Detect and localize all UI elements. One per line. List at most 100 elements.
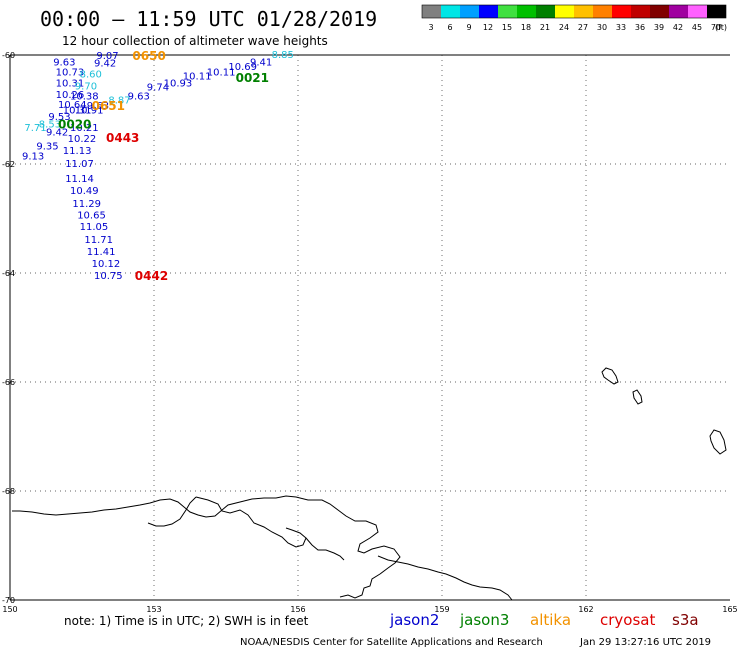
scale-swatch	[612, 5, 631, 18]
generated-timestamp: Jan 29 13:27:16 UTC 2019	[579, 637, 711, 648]
pass-time-label: 0650	[132, 49, 165, 63]
scale-swatch	[555, 5, 574, 18]
scale-swatch	[536, 5, 555, 18]
legend-jason3: jason3	[459, 611, 509, 629]
scale-value: 45	[692, 23, 702, 32]
scale-swatch	[574, 5, 593, 18]
scale-value: 18	[521, 23, 531, 32]
swh-observation: 10.31	[63, 106, 92, 117]
swh-observation: 10.22	[68, 134, 97, 145]
scale-value: 6	[447, 23, 452, 32]
lat-tick-label: -62	[2, 160, 15, 169]
antarctic-coastline	[12, 495, 401, 599]
scale-value: 27	[578, 23, 588, 32]
swh-observation: 9.63	[128, 91, 150, 102]
scale-border	[421, 4, 727, 19]
legend-jason2: jason2	[389, 611, 439, 629]
swh-observation: 10.38	[70, 91, 99, 102]
swh-observation: 9.13	[22, 151, 44, 162]
swh-observation: 10.69	[228, 62, 257, 73]
scale-value: 36	[635, 23, 645, 32]
coastline-inlet-east	[195, 496, 307, 548]
swh-observation: 9.63	[87, 101, 109, 112]
swh-observation: 10.11	[207, 67, 236, 78]
swh-observation: 8.60	[80, 70, 102, 81]
swh-observation: 9.42	[46, 127, 68, 138]
lon-tick-label: 165	[722, 605, 737, 614]
scale-value: 9	[466, 23, 471, 32]
coastline-shore-east	[305, 537, 345, 561]
swh-observation: 9.74	[147, 83, 169, 94]
swh-observation: 9.07	[96, 51, 118, 62]
map-title: 00:00 – 11:59 UTC 01/28/2019	[40, 7, 377, 31]
map-frame	[9, 54, 730, 601]
scale-swatch	[422, 5, 441, 18]
map-subtitle: 12 hour collection of altimeter wave hei…	[62, 34, 328, 48]
swh-observation: 10.93	[164, 78, 193, 89]
island-small	[632, 389, 643, 405]
swh-observation: 11.71	[84, 235, 113, 246]
swh-observation: 8.85	[272, 50, 294, 61]
swh-observation: 11.41	[87, 247, 116, 258]
lat-tick-label: -70	[2, 596, 15, 605]
pass-time-label: 0021	[236, 71, 269, 85]
scale-swatch	[631, 5, 650, 18]
swh-observation: 9.63	[53, 58, 75, 69]
pass-time-labels: 0650 0651 0021 0020 0443 0442	[58, 49, 269, 283]
swh-observation: 10.26	[56, 90, 85, 101]
scale-unit-label: (ft)	[715, 23, 727, 32]
note-text: note: 1) Time is in UTC; 2) SWH is in fe…	[64, 614, 309, 628]
scale-value: 15	[502, 23, 512, 32]
swh-observation: 9.41	[250, 58, 272, 69]
swh-observation: 11.05	[80, 222, 109, 233]
swh-observation: 10.21	[70, 123, 99, 134]
pass-time-label: 0651	[92, 99, 125, 113]
scale-swatch	[517, 5, 536, 18]
lon-tick-label: 162	[578, 605, 593, 614]
scale-value: 42	[673, 23, 683, 32]
lon-tick-label: 153	[146, 605, 161, 614]
swh-observation: 10.12	[92, 259, 121, 270]
lat-tick-label: -64	[2, 269, 15, 278]
lat-tick-label: -66	[2, 378, 15, 387]
coastline-inlet-west	[147, 496, 197, 527]
scale-swatch	[688, 5, 707, 18]
swh-observation: 9.35	[36, 141, 58, 152]
swh-observation: 10.49	[70, 186, 99, 197]
swh-observation: 10.65	[77, 211, 106, 222]
coastline-southeast	[377, 555, 513, 601]
swh-observation: 10.64	[58, 100, 87, 111]
scale-swatch	[479, 5, 498, 18]
scale-swatch	[707, 5, 726, 18]
swh-observation: 10.73	[56, 67, 85, 78]
pass-time-label: 0443	[106, 131, 139, 145]
coastline	[12, 367, 727, 601]
scale-value: 39	[654, 23, 664, 32]
swh-observation: 7.71	[24, 123, 46, 134]
island-large	[601, 367, 619, 385]
swh-observation: 8.53	[39, 120, 61, 131]
legend-altika: altika	[530, 611, 571, 629]
island-east	[709, 429, 727, 455]
legend-s3a: s3a	[672, 611, 699, 629]
swh-observations: 9.079.63 9.4210.738.6010.319.7010.2610.38…	[22, 50, 294, 282]
scale-value: 24	[559, 23, 569, 32]
swh-observation: 10.75	[94, 271, 123, 282]
scale-value: 30	[597, 23, 607, 32]
swh-observation: 9.70	[75, 82, 97, 93]
scale-swatch	[669, 5, 688, 18]
lon-tick-label: 156	[290, 605, 305, 614]
scale-value: 70	[711, 23, 721, 32]
scale-swatch	[460, 5, 479, 18]
swh-observation: 11.29	[72, 199, 101, 210]
satellite-legend: jason2 jason3 altika cryosat s3a	[389, 611, 699, 629]
scale-swatch	[650, 5, 669, 18]
pass-time-label: 0020	[58, 118, 91, 132]
scale-swatch	[593, 5, 612, 18]
swh-observation: 11.14	[65, 174, 94, 185]
lat-tick-label: -68	[2, 487, 15, 496]
swh-observation: 8.87	[108, 96, 130, 107]
swh-observation: 10.31	[56, 78, 85, 89]
swh-observation: 11.07	[65, 159, 94, 170]
